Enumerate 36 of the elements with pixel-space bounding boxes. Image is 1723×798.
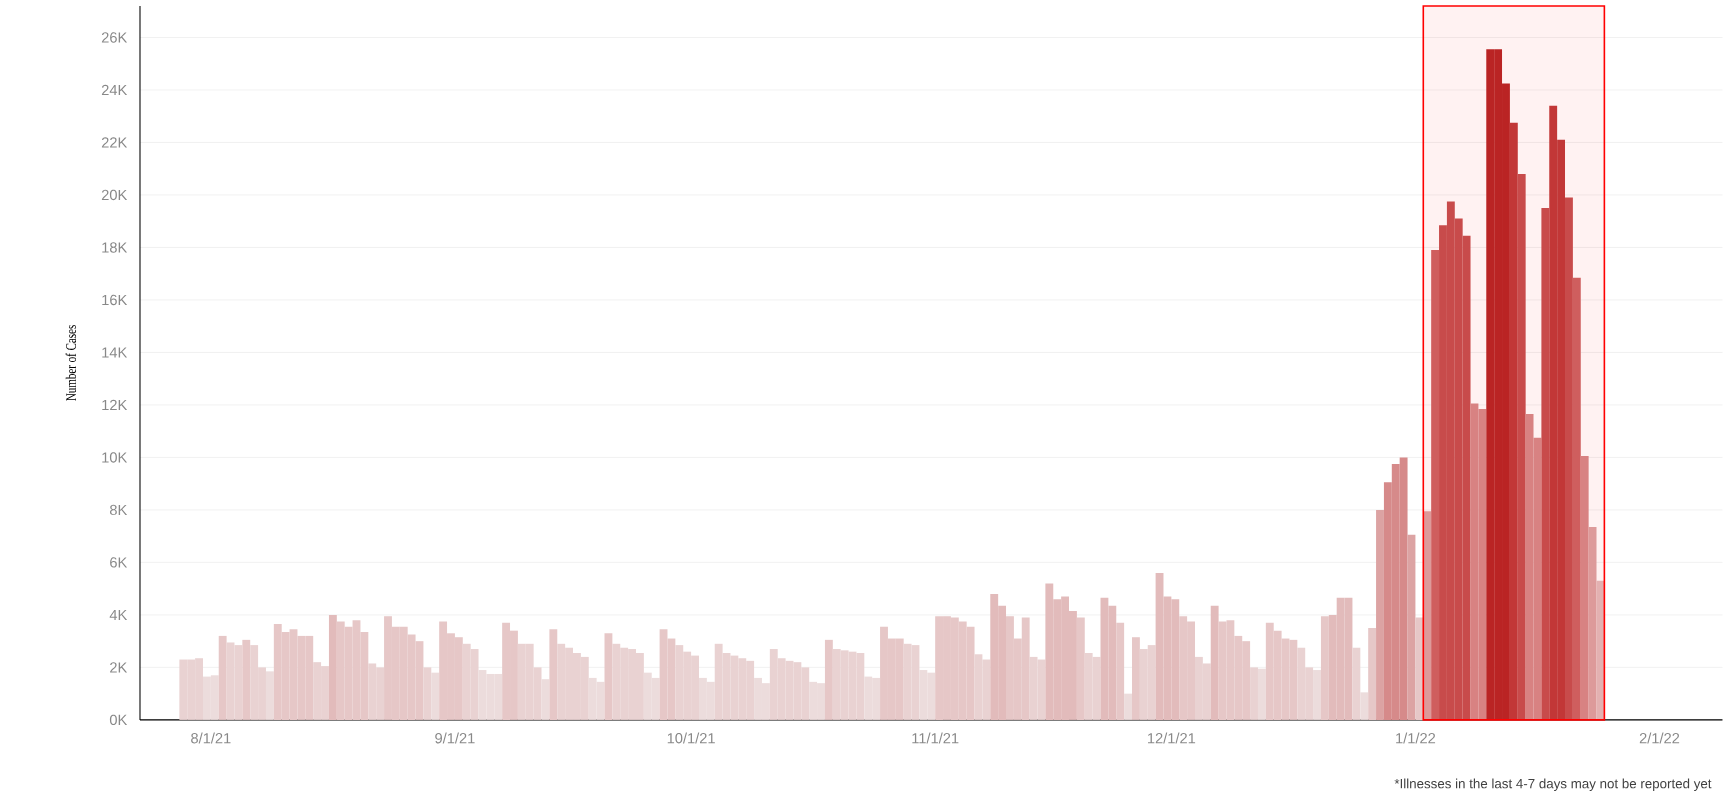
bar — [1124, 693, 1132, 720]
bar — [1368, 628, 1377, 720]
bar — [1431, 250, 1440, 720]
y-tick-label: 8K — [109, 504, 128, 516]
y-tick-label: 22K — [101, 137, 128, 148]
bar — [1423, 511, 1432, 720]
bar — [1517, 174, 1526, 720]
bar — [1588, 527, 1597, 720]
y-axis-title: Number of Cases — [65, 325, 77, 401]
y-tick-label: 14K — [102, 347, 128, 358]
x-tick-label: 2/1/22 — [1639, 732, 1680, 744]
y-tick-label: 20K — [101, 189, 128, 201]
y-tick-label: 0K — [109, 714, 128, 726]
x-tick-label: 10/1/21 — [667, 732, 715, 744]
x-tick-label: 8/1/21 — [191, 732, 231, 744]
bar — [1580, 456, 1589, 720]
bar — [1541, 208, 1550, 720]
text: *Illnesses in the last 4-7 days may not be reported yet — [1394, 778, 1712, 791]
y-tick-label: 6K — [110, 557, 128, 568]
y-tick-label: 24K — [101, 84, 128, 96]
y-tick-label: 10K — [102, 452, 128, 463]
x-tick-label: 11/1/21 — [912, 732, 959, 744]
x-tick-label: 1/1/22 — [1396, 732, 1436, 744]
bar — [1565, 197, 1573, 720]
bar — [1572, 277, 1581, 720]
y-tick-label: 12K — [102, 399, 128, 411]
y-tick-label: 26K — [101, 32, 128, 43]
bar — [1509, 122, 1518, 720]
y-tick-label: 16K — [102, 294, 128, 306]
x-tick-label: 12/1/21 — [1148, 732, 1196, 744]
y-tick-label: 18K — [102, 242, 128, 253]
bar — [1415, 617, 1424, 720]
bar — [1376, 509, 1384, 720]
x-tick-label: 9/1/21 — [435, 732, 475, 744]
y-tick-label: 2K — [110, 662, 128, 673]
y-tick-label: 4K — [109, 609, 128, 620]
